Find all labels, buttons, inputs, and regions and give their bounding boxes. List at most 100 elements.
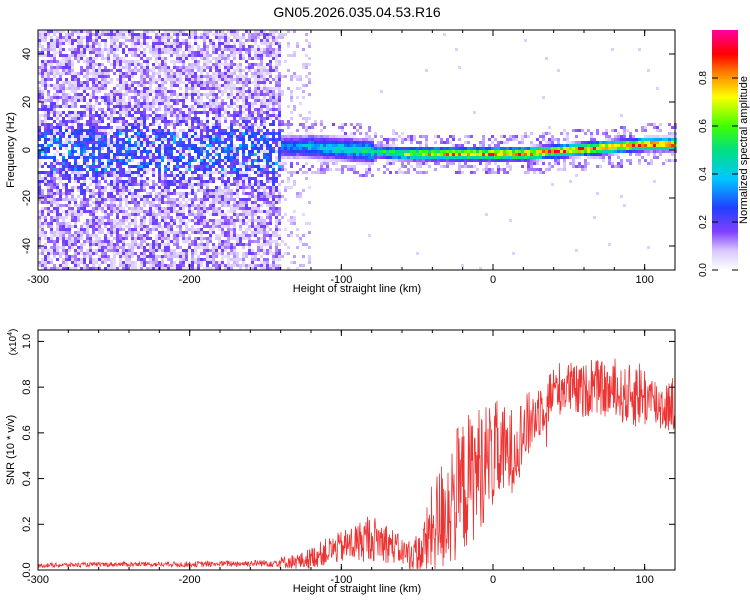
heatmap-cell [215, 78, 218, 81]
heatmap-cell [122, 159, 125, 162]
heatmap-cell [221, 141, 224, 144]
heatmap-cell [152, 141, 155, 144]
heatmap-cell [212, 39, 215, 42]
heatmap-cell [209, 180, 212, 183]
heatmap-cell [38, 195, 41, 198]
heatmap-cell [68, 225, 71, 228]
heatmap-cell [134, 219, 137, 222]
heatmap-cell [191, 183, 194, 186]
heatmap-cell [161, 195, 164, 198]
heatmap-cell [278, 138, 281, 141]
heatmap-cell [179, 261, 182, 264]
heatmap-cell [257, 69, 260, 72]
heatmap-cell [53, 102, 56, 105]
heatmap-cell [143, 183, 146, 186]
heatmap-cell [248, 246, 251, 249]
heatmap-cell [68, 72, 71, 75]
heatmap-cell [257, 129, 260, 132]
heatmap-cell [134, 42, 137, 45]
heatmap-cell [44, 66, 47, 69]
heatmap-cell [161, 198, 164, 201]
heatmap-cell [155, 39, 158, 42]
heatmap-cell [53, 195, 56, 198]
heatmap-cell [86, 42, 89, 45]
heatmap-cell [140, 75, 143, 78]
heatmap-cell [47, 237, 50, 240]
heatmap-cell [263, 93, 266, 96]
heatmap-cell [182, 42, 185, 45]
heatmap-cell [197, 174, 200, 177]
heatmap-cell [128, 72, 131, 75]
heatmap-cell [53, 33, 56, 36]
heatmap-cell [173, 267, 176, 270]
heatmap-cell [59, 72, 62, 75]
heatmap-cell [101, 186, 104, 189]
heatmap-cell [38, 231, 41, 234]
heatmap-cell [62, 63, 65, 66]
heatmap-cell [209, 231, 212, 234]
heatmap-cell [167, 156, 170, 159]
heatmap-cell [149, 129, 152, 132]
heatmap-cell [161, 141, 164, 144]
heatmap-cell [110, 192, 113, 195]
heatmap-cell [119, 33, 122, 36]
heatmap-cell [245, 204, 248, 207]
heatmap-cell [50, 156, 53, 159]
heatmap-cell [56, 114, 59, 117]
heatmap-cell [143, 246, 146, 249]
heatmap-cell [161, 231, 164, 234]
heatmap-cell [146, 108, 149, 111]
heatmap-cell [44, 132, 47, 135]
heatmap-cell [239, 126, 242, 129]
heatmap-cell [251, 144, 254, 147]
heatmap-cell [80, 81, 83, 84]
heatmap-cell [149, 258, 152, 261]
heatmap-cell [128, 165, 131, 168]
heatmap-cell [188, 51, 191, 54]
heatmap-cell [272, 147, 275, 150]
heatmap-cell [194, 207, 197, 210]
heatmap-cell [197, 90, 200, 93]
heatmap-cell [269, 99, 272, 102]
heatmap-cell [122, 72, 125, 75]
heatmap-cell [62, 156, 65, 159]
heatmap-cell [227, 66, 230, 69]
heatmap-cell [278, 162, 281, 165]
heatmap-cell [95, 33, 98, 36]
heatmap-cell [215, 177, 218, 180]
heatmap-cell [98, 222, 101, 225]
heatmap-cell [89, 153, 92, 156]
heatmap-cell [221, 165, 224, 168]
heatmap-cell [152, 189, 155, 192]
heatmap-cell [116, 252, 119, 255]
heatmap-cell [140, 111, 143, 114]
heatmap-cell [149, 141, 152, 144]
heatmap-cell [47, 201, 50, 204]
heatmap-cell [170, 261, 173, 264]
heatmap-cell [143, 204, 146, 207]
heatmap-cell [179, 99, 182, 102]
heatmap-cell [257, 237, 260, 240]
heatmap-cell [53, 96, 56, 99]
heatmap-cell [170, 225, 173, 228]
heatmap-cell [212, 72, 215, 75]
heatmap-cell [167, 153, 170, 156]
heatmap-cell [59, 51, 62, 54]
heatmap-cell [146, 63, 149, 66]
heatmap-cell [65, 264, 68, 267]
heatmap-cell [161, 189, 164, 192]
heatmap-cell [77, 33, 80, 36]
heatmap-cell [89, 198, 92, 201]
heatmap-cell [281, 138, 284, 141]
heatmap-cell [62, 105, 65, 108]
heatmap-cell [83, 228, 86, 231]
heatmap-cell [101, 231, 104, 234]
heatmap-cell [194, 75, 197, 78]
heatmap-cell [230, 75, 233, 78]
heatmap-cell [38, 96, 41, 99]
heatmap-cell [65, 237, 68, 240]
heatmap-cell [188, 150, 191, 153]
heatmap-cell [98, 108, 101, 111]
heatmap-cell [278, 243, 281, 246]
heatmap-cell [140, 63, 143, 66]
